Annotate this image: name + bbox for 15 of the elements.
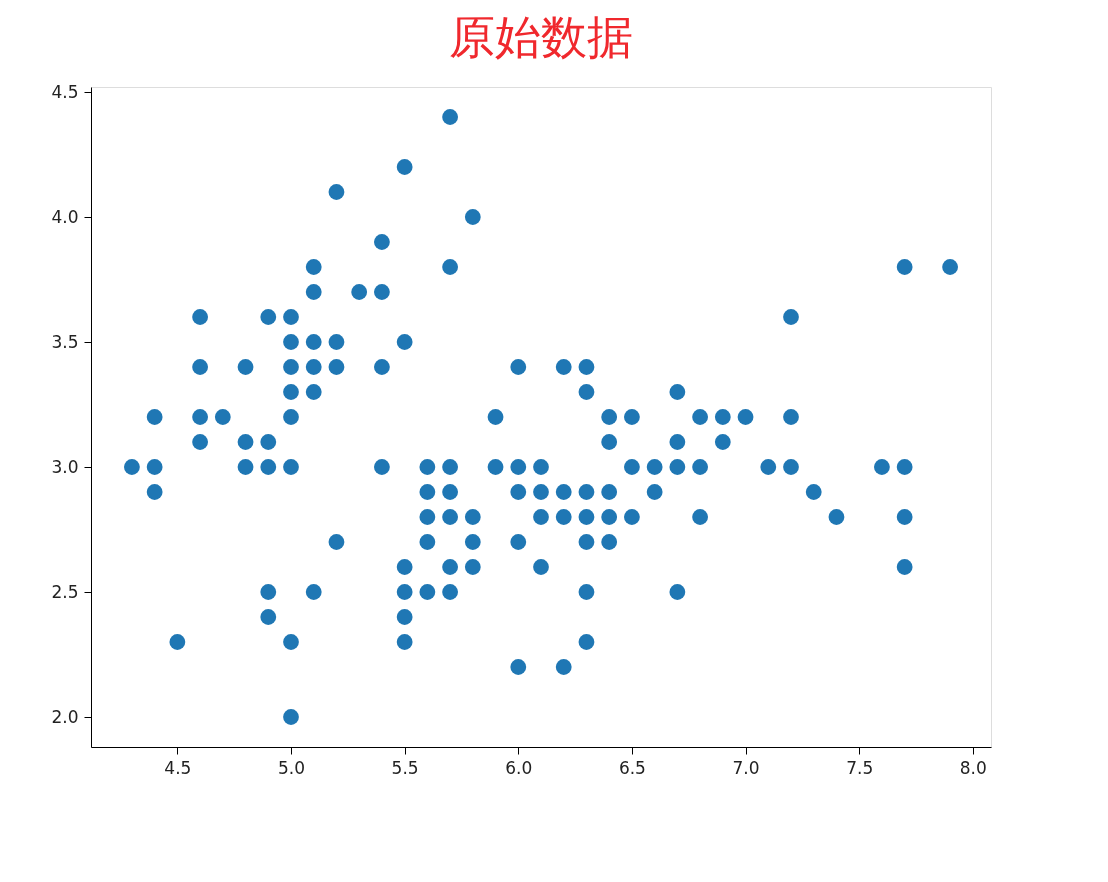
y-tick-label: 4.0 [51, 206, 79, 227]
x-tick-label: 4.5 [164, 757, 192, 778]
y-tick-label: 4.5 [51, 81, 79, 102]
chart-title: 原始数据 [449, 10, 633, 64]
x-tick-label: 5.5 [391, 757, 419, 778]
x-tick-label: 6.5 [618, 757, 646, 778]
x-tick-label: 6.0 [505, 757, 533, 778]
x-tick-label: 8.0 [959, 757, 987, 778]
y-tick-label: 3.5 [51, 331, 79, 352]
y-tick-label: 2.5 [51, 581, 79, 602]
y-tick-label: 2.0 [51, 706, 79, 727]
x-tick-label: 5.0 [277, 757, 306, 778]
x-tick-label: 7.0 [732, 757, 760, 778]
y-tick-label: 3.0 [51, 456, 79, 477]
x-tick-label: 7.5 [846, 757, 874, 778]
